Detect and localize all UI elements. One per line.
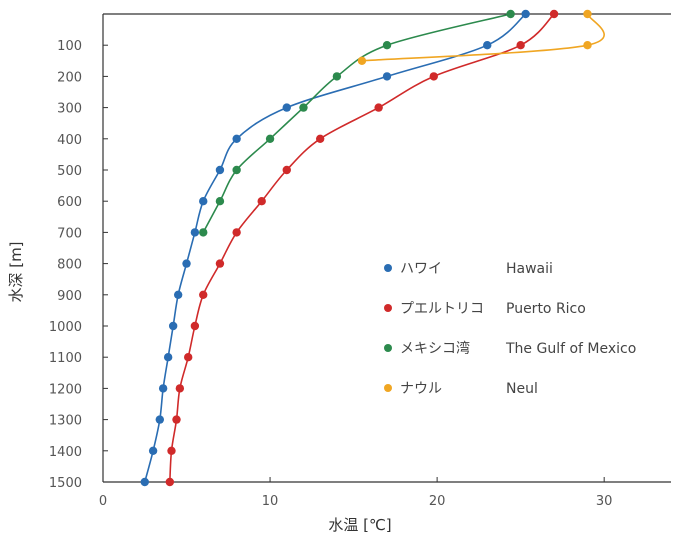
y-tick-label: 1400 [49, 445, 82, 460]
data-point [165, 477, 175, 487]
data-point [199, 197, 208, 206]
y-tick-label: 1100 [49, 351, 82, 366]
legend-marker [384, 304, 392, 312]
data-point [332, 72, 342, 81]
data-point [374, 103, 383, 112]
series-the-gulf-of-mexico [199, 9, 515, 237]
legend-label-en: Puerto Rico [506, 301, 586, 317]
data-point [521, 9, 530, 19]
data-point [167, 446, 176, 455]
series-line [169, 13, 555, 483]
data-point [232, 228, 241, 237]
data-point [175, 384, 185, 393]
x-tick-label: 20 [429, 494, 446, 509]
data-point [172, 415, 181, 424]
data-point [158, 384, 168, 393]
data-point [506, 9, 515, 19]
data-point [182, 259, 191, 268]
data-point [163, 353, 173, 362]
data-point [215, 259, 225, 268]
data-point [357, 56, 367, 65]
series-line [361, 13, 605, 62]
series-line [143, 13, 527, 483]
y-tick-label: 1000 [49, 320, 82, 335]
y-tick-label: 1500 [49, 476, 82, 491]
data-point [429, 72, 438, 81]
data-point [232, 165, 241, 175]
legend-item: プエルトリコ Puerto Rico [384, 301, 586, 317]
data-point [199, 290, 208, 299]
legend-label-ja: プエルトリコ [400, 301, 484, 317]
y-tick-label: 400 [57, 133, 82, 148]
data-point [155, 415, 164, 424]
data-point [190, 228, 200, 237]
chart-axes [102, 13, 671, 483]
data-point [215, 197, 225, 206]
y-tick-label: 700 [57, 226, 82, 241]
data-point [140, 477, 149, 487]
x-axis-label: 水温 [℃] [328, 516, 391, 534]
tick-labels: 1002003004005006007008009001000110012001… [49, 39, 613, 509]
series-hawaii [140, 9, 530, 487]
legend-label-en: The Gulf of Mexico [505, 341, 636, 357]
data-point [516, 41, 525, 50]
y-tick-label: 1200 [49, 382, 82, 397]
legend-marker [384, 264, 392, 272]
legend-item: ハワイ Hawaii [384, 261, 553, 277]
data-point [265, 134, 275, 143]
series-layer [140, 9, 605, 487]
x-tick-label: 30 [596, 494, 613, 509]
legend-marker [384, 344, 392, 352]
data-point [184, 353, 193, 362]
data-point [168, 321, 178, 331]
y-tick-label: 900 [57, 289, 82, 304]
y-axis-label: 水深 [m] [7, 241, 25, 302]
data-point [483, 41, 492, 50]
series-line [202, 13, 511, 233]
legend-label-en: Neul [506, 381, 538, 397]
x-tick-label: 10 [262, 494, 279, 509]
x-tick-label: 0 [99, 494, 107, 509]
legend: ハワイ Hawaii プエルトリコ Puerto Rico メキシコ湾 The Gulf … [384, 261, 636, 397]
data-point [382, 72, 392, 81]
legend-item: ナウル Neul [384, 381, 538, 397]
data-point [282, 103, 291, 112]
data-point [382, 41, 392, 50]
data-point [215, 165, 225, 175]
legend-label-ja: ナウル [400, 381, 442, 397]
y-tick-label: 100 [57, 39, 82, 54]
data-point [173, 290, 183, 299]
series-puerto-rico [165, 9, 559, 487]
y-tick-label: 800 [57, 258, 82, 273]
data-point [583, 41, 592, 50]
data-point [199, 228, 208, 237]
data-point [232, 134, 241, 143]
legend-label-en: Hawaii [506, 261, 553, 277]
y-tick-label: 500 [57, 164, 82, 179]
data-point [583, 9, 592, 19]
y-tick-label: 300 [57, 102, 82, 117]
data-point [148, 446, 158, 455]
series-neul [357, 9, 605, 65]
legend-label-ja: ハワイ [400, 261, 442, 277]
data-point [282, 165, 291, 175]
data-point [315, 134, 325, 143]
data-point [549, 9, 559, 19]
y-tick-label: 1300 [49, 414, 82, 429]
data-point [257, 197, 266, 206]
y-tick-label: 200 [57, 70, 82, 85]
data-point [190, 321, 200, 331]
y-tick-label: 600 [57, 195, 82, 210]
legend-label-ja: メキシコ湾 [400, 340, 470, 357]
legend-item: メキシコ湾 The Gulf of Mexico [384, 340, 636, 357]
legend-marker [384, 384, 392, 392]
data-point [299, 103, 308, 112]
